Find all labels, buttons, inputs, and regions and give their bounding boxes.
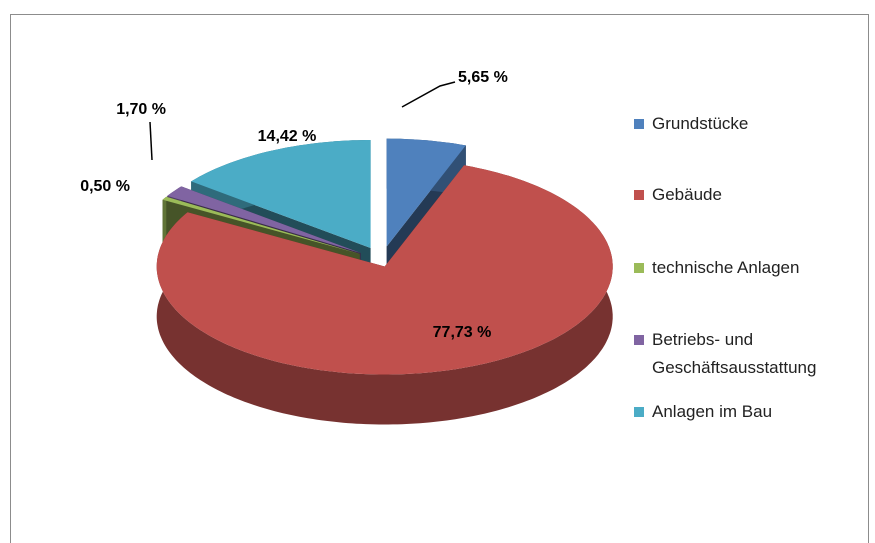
legend-label: Anlagen im Bau bbox=[652, 402, 773, 421]
legend-swatch bbox=[634, 263, 644, 273]
legend-item: Gebäude bbox=[634, 181, 867, 209]
legend-label: Gebäude bbox=[652, 185, 722, 204]
data-label: 1,70 % bbox=[116, 101, 166, 118]
slice-side bbox=[162, 196, 167, 250]
legend-swatch bbox=[634, 335, 644, 345]
legend-swatch bbox=[634, 190, 644, 200]
legend-item: technische Anlagen bbox=[634, 254, 867, 282]
legend-swatch bbox=[634, 119, 644, 129]
data-label: 77,73 % bbox=[433, 324, 492, 341]
chart-border bbox=[10, 14, 869, 543]
slice bbox=[162, 196, 360, 254]
data-label: 14,42 % bbox=[258, 128, 317, 145]
slice bbox=[191, 140, 371, 248]
legend-label: Betriebs- und Geschäftsausstattung bbox=[652, 330, 817, 377]
legend-item: Grundstücke bbox=[634, 110, 867, 138]
legend-item: Anlagen im Bau bbox=[634, 398, 867, 426]
leader-line bbox=[149, 121, 153, 161]
data-label: 5,65 % bbox=[458, 69, 508, 86]
leader-line bbox=[401, 81, 456, 108]
slice bbox=[156, 165, 613, 375]
legend-item: Betriebs- und Geschäftsausstattung bbox=[634, 326, 867, 382]
slice bbox=[167, 186, 361, 253]
legend-label: Grundstücke bbox=[652, 114, 749, 133]
slice bbox=[386, 138, 466, 247]
legend-swatch bbox=[634, 407, 644, 417]
data-label: 0,50 % bbox=[80, 178, 130, 195]
legend-label: technische Anlagen bbox=[652, 258, 800, 277]
